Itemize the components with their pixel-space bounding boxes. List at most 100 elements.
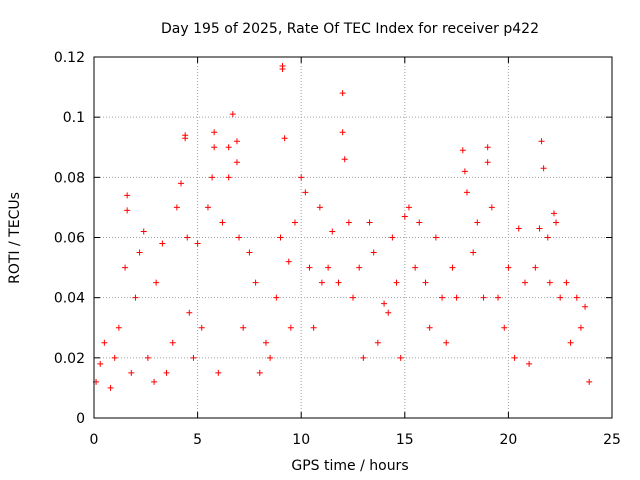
- data-point: [163, 369, 170, 376]
- data-point: [325, 264, 332, 271]
- data-point: [536, 225, 543, 232]
- y-tick-label: 0.12: [54, 50, 85, 66]
- data-point: [306, 264, 313, 271]
- data-point: [233, 138, 240, 145]
- data-point: [501, 324, 508, 331]
- data-point: [204, 204, 211, 211]
- data-point: [267, 354, 274, 361]
- y-tick-labels: 0 0.02 0.04 0.06 0.08 0.1 0.12: [54, 50, 85, 427]
- data-point: [463, 189, 470, 196]
- data-point: [287, 324, 294, 331]
- y-tick-label: 0.08: [54, 170, 85, 186]
- data-point: [140, 228, 147, 235]
- data-point: [124, 192, 131, 199]
- data-point: [144, 354, 151, 361]
- data-point: [128, 369, 135, 376]
- data-point: [401, 213, 408, 220]
- data-point: [422, 279, 429, 286]
- data-point: [381, 300, 388, 307]
- data-point: [211, 129, 218, 136]
- data-point: [577, 324, 584, 331]
- data-point: [345, 219, 352, 226]
- data-point: [291, 219, 298, 226]
- y-tick-label: 0.06: [54, 231, 85, 247]
- data-point: [209, 174, 216, 181]
- data-point: [385, 309, 392, 316]
- data-point: [97, 360, 104, 367]
- data-point: [474, 219, 481, 226]
- data-point: [480, 294, 487, 301]
- x-tick-labels: 0 5 10 15 20 25: [90, 432, 621, 448]
- data-point: [573, 294, 580, 301]
- data-point: [557, 294, 564, 301]
- data-point: [449, 264, 456, 271]
- data-point: [233, 159, 240, 166]
- data-point: [393, 279, 400, 286]
- data-point: [484, 144, 491, 151]
- y-tick-label: 0.04: [54, 291, 85, 307]
- data-point: [136, 249, 143, 256]
- data-point: [546, 279, 553, 286]
- data-point: [586, 378, 593, 385]
- data-point: [412, 264, 419, 271]
- y-axis-label: ROTI / TECUs: [7, 192, 23, 284]
- data-point: [316, 204, 323, 211]
- data-point: [153, 279, 160, 286]
- data-point: [159, 240, 166, 247]
- data-point: [416, 219, 423, 226]
- data-point: [256, 369, 263, 376]
- data-point: [246, 249, 253, 256]
- data-point: [198, 324, 205, 331]
- data-point: [225, 174, 232, 181]
- data-point: [526, 360, 533, 367]
- data-point: [341, 156, 348, 163]
- data-point: [240, 324, 247, 331]
- data-point: [122, 264, 129, 271]
- data-point: [279, 63, 286, 70]
- data-point: [426, 324, 433, 331]
- data-point: [366, 219, 373, 226]
- data-point: [132, 294, 139, 301]
- data-point: [281, 135, 288, 142]
- data-point: [262, 339, 269, 346]
- data-point: [582, 303, 589, 310]
- data-point: [505, 264, 512, 271]
- data-point: [461, 168, 468, 175]
- data-point: [151, 378, 158, 385]
- data-point: [495, 294, 502, 301]
- grid-lines: [94, 57, 612, 418]
- data-point: [439, 294, 446, 301]
- data-point: [432, 234, 439, 241]
- data-point: [405, 204, 412, 211]
- data-point: [252, 279, 259, 286]
- axis-ticks: [93, 56, 613, 419]
- data-point: [356, 264, 363, 271]
- data-point: [124, 207, 131, 214]
- data-point: [550, 210, 557, 217]
- data-point: [310, 324, 317, 331]
- data-point: [182, 132, 189, 139]
- data-point: [350, 294, 356, 301]
- data-point: [229, 111, 236, 118]
- data-point: [215, 369, 222, 376]
- data-point: [532, 264, 539, 271]
- data-point: [453, 294, 460, 301]
- data-point: [178, 180, 185, 187]
- data-point: [538, 138, 545, 145]
- data-point: [173, 204, 180, 211]
- data-point: [544, 234, 551, 241]
- y-tick-label: 0.1: [63, 110, 85, 126]
- x-tick-label: 20: [499, 432, 517, 448]
- data-point: [186, 309, 193, 316]
- data-point: [567, 339, 574, 346]
- data-point: [219, 219, 226, 226]
- data-point: [470, 249, 477, 256]
- x-axis-label: GPS time / hours: [291, 458, 408, 474]
- data-point: [484, 159, 491, 166]
- data-point: [374, 339, 381, 346]
- data-points: [93, 63, 593, 391]
- data-point: [553, 219, 560, 226]
- data-point: [302, 189, 309, 196]
- data-point: [318, 279, 325, 286]
